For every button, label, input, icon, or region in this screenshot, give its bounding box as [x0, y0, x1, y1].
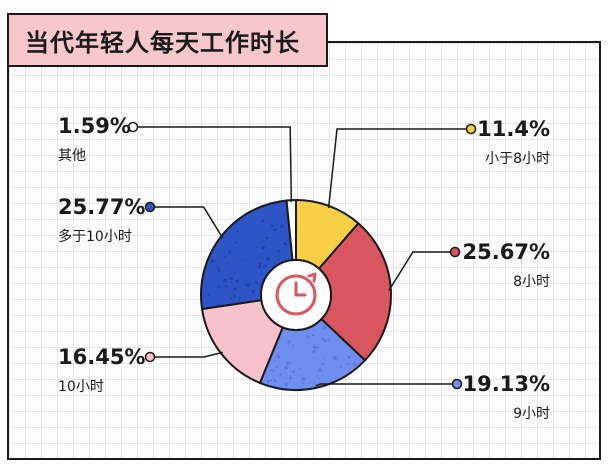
slice-texture-dot: [218, 285, 220, 287]
slice-texture-dot: [257, 246, 259, 248]
percent-label-1: 25.67%: [463, 240, 550, 264]
slice-texture-dot: [217, 267, 220, 270]
slice-texture-dot: [347, 362, 349, 364]
slice-texture-dot: [277, 250, 280, 253]
slice-texture-dot: [276, 366, 278, 368]
slice-texture-dot: [229, 277, 233, 281]
slice-texture-dot: [323, 358, 325, 360]
slice-texture-dot: [323, 325, 327, 329]
slice-texture-dot: [313, 345, 317, 349]
slice-texture-dot: [353, 362, 357, 366]
leader-line-0: [329, 129, 471, 208]
slice-texture-dot: [244, 259, 246, 261]
slice-texture-dot: [270, 369, 272, 371]
slice-texture-dot: [323, 339, 327, 343]
slice-texture-dot: [273, 228, 277, 232]
slice-texture-dot: [234, 241, 236, 243]
slice-texture-dot: [299, 368, 301, 370]
slice-texture-dot: [317, 346, 319, 348]
slice-texture-dot: [231, 281, 233, 283]
slice-texture-dot: [301, 377, 305, 381]
slice-texture-dot: [251, 290, 255, 294]
category-label-4: 多于10小时: [58, 228, 132, 245]
leader-dot-2: [453, 380, 462, 389]
slice-texture-dot: [318, 368, 322, 372]
percent-label-4: 25.77%: [58, 195, 145, 219]
slice-texture-dot: [233, 294, 236, 297]
slice-texture-dot: [268, 263, 270, 265]
slice-texture-dot: [321, 337, 323, 339]
percent-label-5: 1.59%: [58, 114, 131, 138]
leader-dot-0: [467, 125, 476, 134]
slice-texture-dot: [280, 224, 283, 227]
slice-texture-dot: [235, 279, 238, 282]
slice-texture-dot: [322, 363, 324, 365]
slice-texture-dot: [255, 281, 258, 284]
slice-texture-dot: [230, 297, 232, 299]
chart-title-box: 当代年轻人每天工作时长: [7, 13, 328, 67]
slice-texture-dot: [228, 251, 230, 253]
leader-line-2: [316, 384, 457, 386]
clock-icon: [261, 260, 331, 330]
category-label-5: 其他: [58, 148, 86, 164]
percent-label-3: 16.45%: [58, 345, 145, 369]
slice-texture-dot: [306, 335, 309, 338]
chart-title: 当代年轻人每天工作时长: [25, 23, 300, 58]
slice-texture-dot: [267, 380, 270, 383]
slice-texture-dot: [261, 246, 265, 250]
slice-texture-dot: [348, 356, 351, 359]
leader-line-5: [133, 127, 291, 202]
slice-texture-dot: [257, 265, 261, 269]
slice-texture-dot: [236, 230, 239, 233]
slice-texture-dot: [265, 236, 268, 239]
slice-texture-dot: [287, 244, 289, 246]
slice-texture-dot: [233, 288, 236, 291]
slice-texture-dot: [208, 293, 210, 295]
percent-label-2: 19.13%: [463, 372, 550, 396]
slice-texture-dot: [239, 297, 241, 299]
leader-line-1: [389, 252, 455, 291]
slice-texture-dot: [292, 345, 294, 347]
category-label-0: 小于8小时: [485, 151, 550, 167]
slice-texture-dot: [279, 374, 281, 376]
slice-texture-dot: [246, 283, 250, 287]
leader-line-4: [150, 207, 223, 238]
slice-texture-dot: [313, 335, 315, 337]
slice-texture-dot: [211, 259, 215, 263]
slice-texture-dot: [277, 355, 281, 359]
slice-texture-dot: [227, 263, 229, 265]
slice-texture-dot: [285, 383, 288, 386]
slice-texture-dot: [263, 264, 266, 267]
slice-texture-dot: [287, 340, 291, 344]
slice-texture-dot: [266, 257, 270, 261]
slice-texture-dot: [223, 279, 227, 283]
slice-texture-dot: [289, 376, 292, 379]
slice-texture-dot: [327, 339, 329, 341]
slice-texture-dot: [217, 269, 221, 273]
slice-texture-dot: [283, 242, 286, 245]
leader-dot-3: [146, 353, 155, 362]
slice-texture-dot: [301, 382, 303, 384]
slice-texture-dot: [292, 370, 295, 373]
slice-texture-dot: [333, 356, 337, 360]
category-label-1: 8小时: [513, 274, 550, 290]
slice-texture-dot: [274, 379, 277, 382]
percent-label-0: 11.4%: [477, 117, 550, 141]
category-label-2: 9小时: [513, 406, 550, 422]
leader-line-3: [150, 352, 223, 357]
slice-texture-dot: [273, 370, 275, 372]
leader-dot-4: [146, 203, 155, 212]
leader-dot-1: [451, 248, 460, 257]
slice-texture-dot: [224, 256, 226, 258]
slice-texture-dot: [225, 285, 228, 288]
slice-texture-dot: [271, 225, 274, 228]
slice-texture-dot: [340, 367, 342, 369]
category-label-3: 10小时: [58, 379, 104, 395]
slice-texture-dot: [286, 361, 290, 365]
slice-texture-dot: [314, 350, 316, 352]
slice-texture-dot: [284, 365, 288, 369]
slice-texture-dot: [262, 219, 265, 222]
